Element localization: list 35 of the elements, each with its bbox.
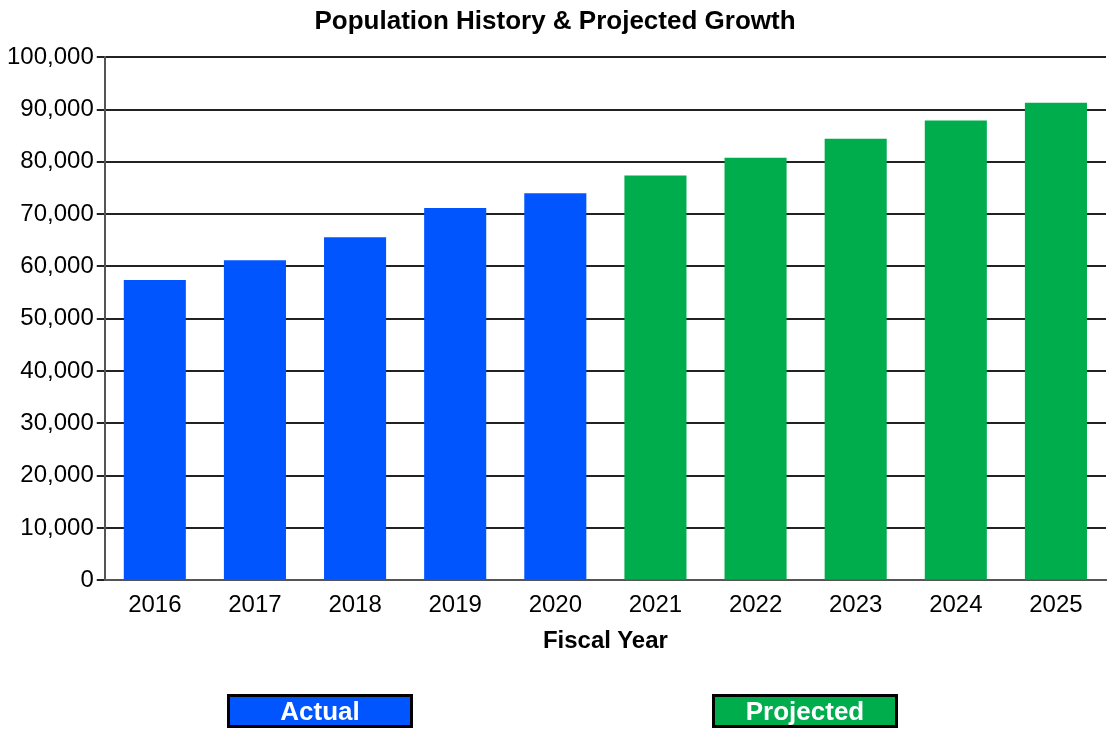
x-tick-label: 2025 bbox=[1029, 590, 1083, 618]
bar bbox=[1024, 102, 1087, 580]
text: Actual bbox=[280, 696, 360, 726]
bar bbox=[424, 207, 487, 580]
x-tick-label: 2018 bbox=[328, 590, 382, 618]
chart-title: Population History & Projected Growth bbox=[314, 4, 796, 35]
x-tick-label: 2017 bbox=[228, 590, 282, 618]
bar bbox=[824, 138, 887, 580]
x-tick-label: 2020 bbox=[528, 590, 583, 618]
y-tick-label: 50,000 bbox=[20, 303, 94, 331]
y-tick-label: 10,000 bbox=[20, 512, 94, 540]
x-axis-title: Fiscal Year bbox=[542, 626, 668, 654]
bar bbox=[924, 120, 987, 580]
y-tick-label: 60,000 bbox=[20, 251, 94, 279]
y-tick-label: 40,000 bbox=[20, 355, 94, 383]
x-tick-label: 2023 bbox=[828, 590, 883, 618]
text: Projected bbox=[745, 696, 865, 726]
bar bbox=[123, 280, 186, 580]
y-tick-label: 90,000 bbox=[20, 94, 94, 122]
bar bbox=[524, 193, 587, 580]
x-tick-label: 2019 bbox=[428, 590, 482, 618]
y-tick-label: 100,000 bbox=[6, 41, 94, 69]
bar bbox=[624, 175, 687, 580]
bar bbox=[223, 260, 286, 580]
x-tick-label: 2024 bbox=[929, 590, 983, 618]
x-tick-label: 2016 bbox=[128, 590, 182, 618]
bar bbox=[724, 157, 787, 580]
y-tick-label: 20,000 bbox=[20, 460, 94, 488]
x-tick-label: 2022 bbox=[728, 590, 783, 618]
y-tick-label: 80,000 bbox=[20, 146, 94, 174]
y-tick-label: 70,000 bbox=[20, 198, 94, 226]
y-tick-label: 30,000 bbox=[20, 408, 94, 436]
y-tick-label: 0 bbox=[80, 565, 94, 593]
x-tick-label: 2021 bbox=[628, 590, 683, 618]
bar bbox=[324, 237, 387, 580]
